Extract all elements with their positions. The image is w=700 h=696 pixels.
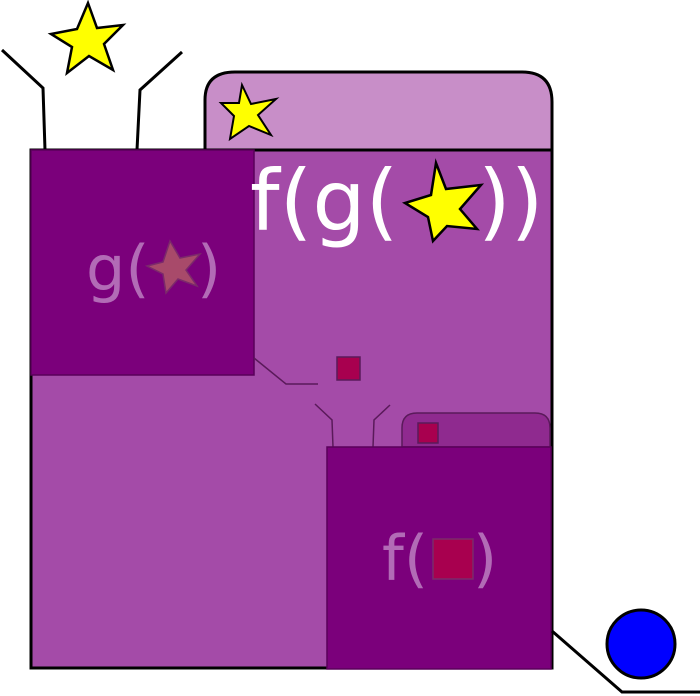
input-funnel <box>0 48 184 151</box>
inner-f-tab <box>401 412 551 448</box>
outer-label-prefix: f(g( <box>250 152 398 250</box>
inner-g-box <box>30 149 255 376</box>
outer-label-suffix: )) <box>478 152 544 250</box>
g-label-prefix: g( <box>86 232 150 305</box>
intermediate-square-icon <box>336 356 361 381</box>
g-output-line <box>253 357 318 385</box>
output-chute <box>551 629 700 694</box>
tab-star-icon <box>218 81 280 142</box>
output-ball-icon <box>605 608 677 680</box>
outer-label-star-icon <box>401 158 485 244</box>
inner-funnel <box>314 403 391 448</box>
f-label-square-icon <box>432 538 474 580</box>
f-label-suffix: ) <box>473 522 497 595</box>
tab-square-icon <box>417 422 439 444</box>
f-label-prefix: f( <box>382 522 428 595</box>
g-label-suffix: ) <box>197 232 221 305</box>
g-label-star-icon <box>144 239 203 295</box>
outer-box-tab <box>203 70 554 152</box>
input-star-icon <box>47 0 127 77</box>
